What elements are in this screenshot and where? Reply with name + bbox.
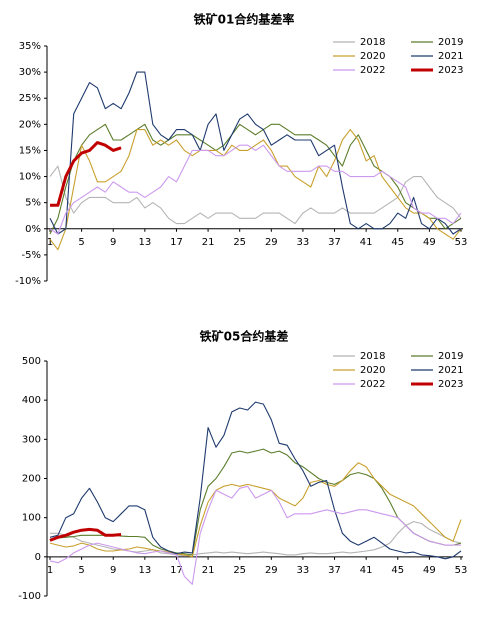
x-tick-label: 1 [47,565,53,576]
x-tick-label: 45 [391,565,404,576]
legend-label: 2021 [438,51,463,62]
y-tick-label: 0 [35,552,41,563]
x-tick-label: 33 [297,237,310,248]
series-line [49,401,462,560]
legend-label: 2018 [360,351,385,362]
series-line [50,141,122,207]
legend-label: 2020 [360,365,385,376]
y-tick-label: -5% [22,250,41,261]
x-tick-label: 33 [297,565,310,576]
legend-label: 2021 [438,365,463,376]
y-tick-label: -100 [18,591,41,602]
y-tick-label: 25% [19,93,41,104]
legend-label: 2023 [438,65,463,76]
series-line [49,485,461,585]
y-tick-label: 500 [22,356,41,367]
x-tick-label: 9 [110,565,116,576]
legend-label: 2023 [438,379,463,390]
series-line [49,527,122,542]
x-tick-label: 17 [170,237,183,248]
x-tick-label: 41 [360,237,373,248]
legend-label: 2022 [360,65,385,76]
series-line [49,165,462,225]
x-tick-label: 9 [110,237,116,248]
series-line [49,462,462,558]
x-tick-label: 17 [170,565,183,576]
x-tick-label: 1 [47,237,53,248]
legend-label: 2018 [360,37,385,48]
series-line [49,129,462,251]
series-line [49,71,462,235]
x-tick-label: 49 [423,565,436,576]
series-line [49,144,462,235]
x-tick-label: 29 [265,565,278,576]
x-tick-label: 45 [391,237,404,248]
x-tick-label: 41 [360,565,373,576]
legend-label: 2022 [360,379,385,390]
x-tick-label: 53 [455,565,468,576]
series-line [49,448,462,556]
y-tick-label: 15% [19,145,41,156]
y-tick-label: 10% [19,172,41,183]
legend-label: 2019 [438,37,463,48]
y-tick-label: 5% [25,198,41,209]
x-tick-label: 37 [328,237,341,248]
x-tick-label: 29 [265,237,278,248]
y-tick-label: 35% [19,41,41,52]
x-tick-label: 5 [78,565,84,576]
x-tick-label: 13 [138,237,151,248]
legend-label: 2020 [360,51,385,62]
y-tick-label: 300 [22,434,41,445]
y-tick-label: 400 [22,395,41,406]
x-tick-label: 13 [138,565,151,576]
y-tick-label: 100 [22,513,41,524]
series-line [49,123,462,235]
legend-label: 2019 [438,351,463,362]
x-tick-label: 53 [455,237,468,248]
y-tick-label: -10% [15,276,41,287]
x-tick-label: 37 [328,565,341,576]
x-tick-label: 21 [202,237,215,248]
x-tick-label: 49 [423,237,436,248]
y-tick-label: 20% [19,119,41,130]
x-tick-label: 5 [78,237,84,248]
y-tick-label: 200 [22,474,41,485]
x-tick-label: 25 [233,237,246,248]
y-tick-label: 0% [25,224,41,235]
chart-title: 铁矿05合约基差 [200,329,289,344]
series-line [50,521,462,557]
x-tick-label: 21 [202,565,215,576]
x-tick-label: 25 [233,565,246,576]
chart-title: 铁矿01合约基差率 [194,12,295,27]
y-tick-label: 30% [19,67,41,78]
